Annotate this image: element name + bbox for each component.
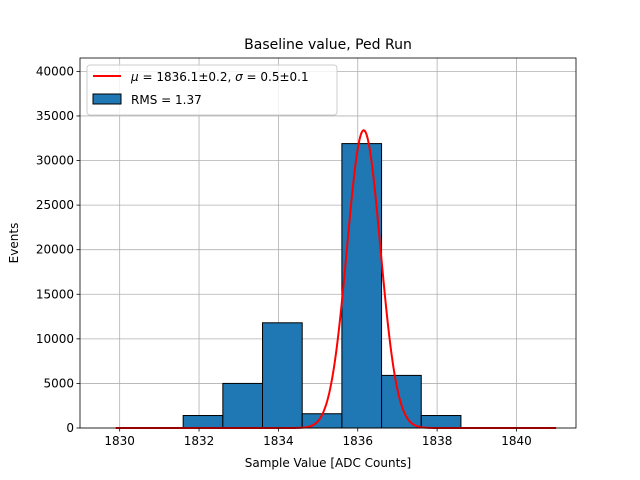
y-tick-label: 30000 xyxy=(36,154,74,168)
x-tick-label: 1830 xyxy=(104,434,135,448)
y-tick-label: 20000 xyxy=(36,243,74,257)
plot-frame xyxy=(79,57,577,429)
x-tick-label: 1834 xyxy=(263,434,294,448)
legend-box xyxy=(86,64,338,116)
chart-title: Baseline value, Ped Run xyxy=(244,37,412,53)
y-tick-label: 0 xyxy=(66,421,74,435)
histogram-bar xyxy=(262,322,303,429)
x-axis-label: Sample Value [ADC Counts] xyxy=(245,456,411,470)
legend-hist-swatch xyxy=(92,93,122,105)
y-axis-label: Events xyxy=(7,223,21,264)
y-axis-ticks: 0 5000 10000 15000 20000 25000 30000 35000 40000 xyxy=(36,64,80,435)
plot-area xyxy=(80,58,576,428)
legend-hist-label: RMS = 1.37 xyxy=(131,93,202,107)
y-tick-label: 5000 xyxy=(43,376,74,390)
histogram-bar xyxy=(182,415,224,429)
y-tick-label: 15000 xyxy=(36,287,74,301)
legend-fit-label: μ = 1836.1±0.2, σ = 0.5±0.1 xyxy=(130,70,309,84)
x-tick-label: 1838 xyxy=(422,434,453,448)
x-tick-label: 1832 xyxy=(184,434,215,448)
y-tick-label: 10000 xyxy=(36,332,74,346)
x-tick-label: 1840 xyxy=(501,434,532,448)
y-tick-label: 40000 xyxy=(36,64,74,78)
x-axis-ticks: 1830 1832 1834 1836 1838 1840 xyxy=(104,428,532,448)
x-tick-label: 1836 xyxy=(342,434,373,448)
legend: μ = 1836.1±0.2, σ = 0.5±0.1 RMS = 1.37 xyxy=(86,64,338,116)
histogram-bar xyxy=(222,382,264,429)
histogram-bar xyxy=(341,143,383,429)
y-tick-label: 35000 xyxy=(36,109,74,123)
y-tick-label: 25000 xyxy=(36,198,74,212)
histogram-bar xyxy=(420,415,462,429)
